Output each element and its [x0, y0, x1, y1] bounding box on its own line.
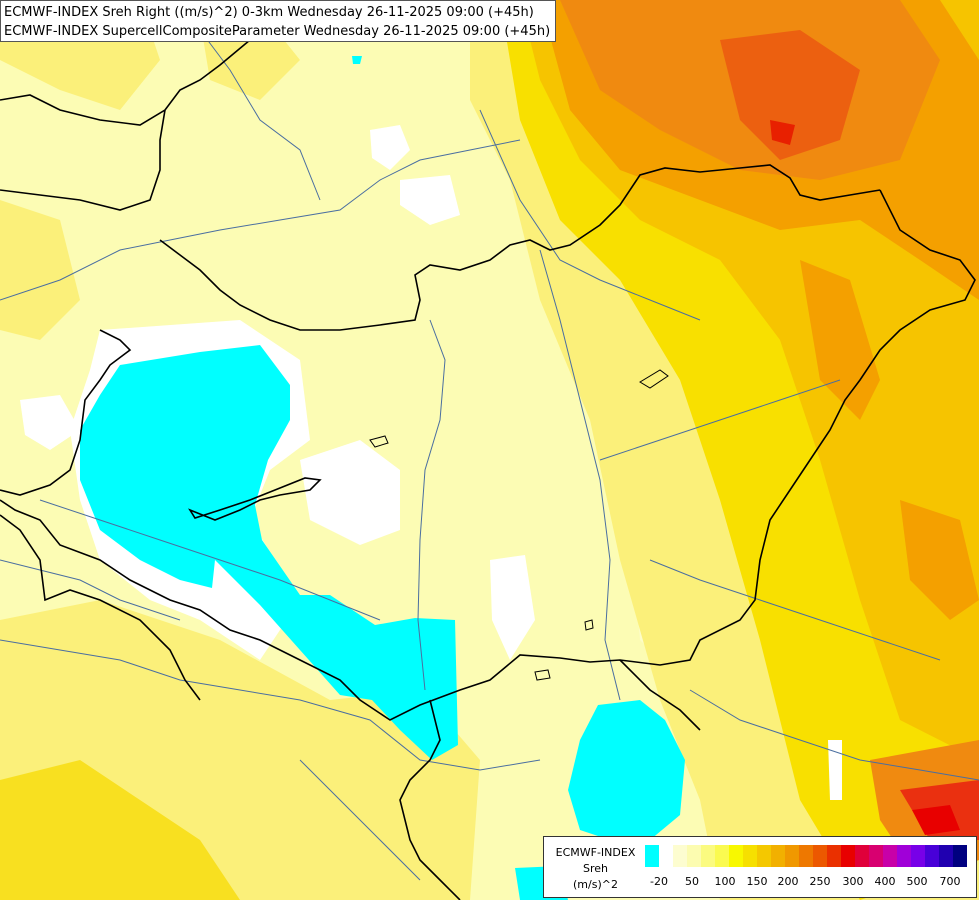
legend-swatch — [869, 845, 883, 867]
legend-swatch — [701, 845, 715, 867]
color-legend: ECMWF-INDEX Sreh (m/s)^2 -20 50 100 150 200 2… — [543, 836, 977, 898]
legend-swatch — [897, 845, 911, 867]
rivers — [0, 29, 979, 881]
legend-tick-label: 500 — [906, 875, 928, 888]
sreh-cyan-regions — [80, 56, 685, 900]
legend-swatch — [729, 845, 743, 867]
legend-title-line-1: ECMWF-INDEX — [555, 846, 636, 859]
legend-tick-label: 400 — [874, 875, 896, 888]
legend-title-line-3: (m/s)^2 — [573, 878, 618, 891]
legend-title: ECMWF-INDEX Sreh (m/s)^2 — [548, 845, 643, 893]
legend-swatch — [659, 845, 673, 867]
legend-swatch — [953, 845, 967, 867]
legend-swatch — [841, 845, 855, 867]
legend-swatch — [799, 845, 813, 867]
legend-tick-label: 250 — [809, 875, 831, 888]
legend-swatch — [673, 845, 687, 867]
legend-swatch — [743, 845, 757, 867]
legend-swatch — [939, 845, 953, 867]
legend-tick-label: 700 — [939, 875, 961, 888]
legend-swatch — [757, 845, 771, 867]
legend-swatch — [813, 845, 827, 867]
lakes — [369, 369, 669, 681]
sreh-orange-field — [470, 0, 979, 900]
legend-swatch — [771, 845, 785, 867]
legend-swatch — [883, 845, 897, 867]
legend-tick-label: 200 — [777, 875, 799, 888]
legend-tick-label: 100 — [714, 875, 736, 888]
legend-swatch — [687, 845, 701, 867]
header-line-2: ECMWF-INDEX SupercellCompositeParameter … — [4, 24, 551, 39]
header-line-1: ECMWF-INDEX Sreh Right ((m/s)^2) 0-3km W… — [4, 5, 534, 20]
legend-tick-label: 300 — [842, 875, 864, 888]
map-header: ECMWF-INDEX Sreh Right ((m/s)^2) 0-3km W… — [0, 0, 556, 42]
legend-swatch — [715, 845, 729, 867]
legend-swatch — [645, 845, 659, 867]
legend-swatch — [925, 845, 939, 867]
legend-swatch — [785, 845, 799, 867]
legend-tick-label: 50 — [685, 875, 699, 888]
legend-ticks: -20 50 100 150 200 250 300 400 500 700 — [645, 875, 975, 891]
legend-swatch — [911, 845, 925, 867]
legend-swatch — [855, 845, 869, 867]
legend-swatches — [645, 845, 967, 867]
legend-tick-label: 150 — [746, 875, 768, 888]
legend-title-line-2: Sreh — [582, 862, 608, 875]
legend-swatch — [827, 845, 841, 867]
legend-tick-label: -20 — [650, 875, 668, 888]
